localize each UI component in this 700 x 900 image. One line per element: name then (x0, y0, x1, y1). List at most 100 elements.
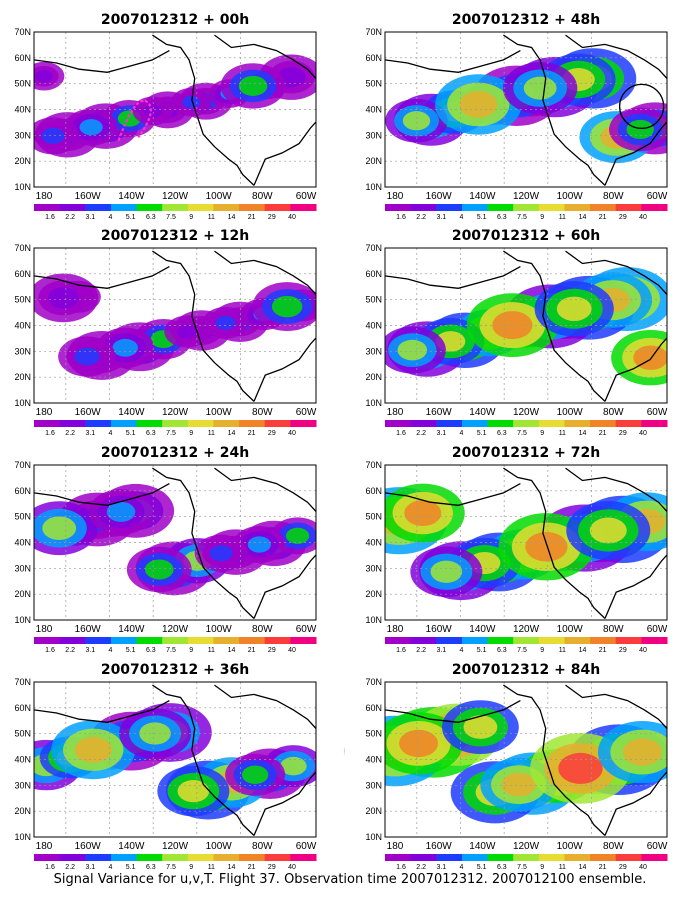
scale-tick-label: 40 (288, 647, 296, 654)
scale-swatch (85, 420, 112, 427)
coastline (384, 50, 521, 73)
scale-swatch (34, 420, 61, 427)
scale-tick-label: 3.1 (436, 214, 446, 221)
scale-tick-label: 2.2 (416, 430, 426, 437)
lat-tick-label: 60N (14, 53, 31, 63)
coastline (384, 700, 521, 723)
scale-tick-label: 1.6 (396, 214, 406, 221)
variance-blob (626, 119, 654, 140)
lon-tick-label: 160W (426, 624, 453, 635)
lat-tick-label: 30N (14, 780, 31, 790)
lon-tick-label: 120W (513, 191, 540, 202)
scale-swatch (136, 637, 163, 644)
scale-swatch (136, 420, 163, 427)
scale-tick-label: 14 (579, 864, 587, 871)
scale-swatch (187, 204, 214, 211)
lat-tick-label: 40N (365, 755, 382, 765)
lat-tick-label: 70N (14, 27, 31, 37)
scale-swatch (213, 854, 240, 861)
lon-tick-label: 120W (162, 841, 189, 852)
scale-tick-label: 3.1 (85, 647, 95, 654)
scale-tick-label: 6.3 (146, 864, 156, 871)
lon-tick-label: 160W (426, 191, 453, 202)
scale-tick-label: 7.5 (517, 214, 527, 221)
scale-swatch (85, 637, 112, 644)
lat-tick-label: 70N (365, 243, 382, 253)
scale-swatch (461, 204, 489, 211)
variance-blob (42, 516, 77, 540)
scale-tick-label: 21 (248, 214, 256, 221)
scale-swatch (487, 637, 514, 644)
variance-blob (41, 127, 65, 144)
scale-tick-label: 1.6 (45, 430, 55, 437)
scale-swatch (264, 854, 291, 861)
scale-tick-label: 9 (540, 430, 544, 437)
scale-swatch (538, 637, 565, 644)
scale-swatch (264, 637, 291, 644)
scale-tick-label: 9 (189, 214, 193, 221)
lon-tick-label: 100W (557, 624, 584, 635)
map-frame (33, 31, 317, 188)
coastline (565, 34, 668, 79)
margin-mask (667, 681, 700, 838)
scale-swatch (264, 420, 291, 427)
lat-tick-label: 50N (14, 729, 31, 739)
scale-swatch (513, 854, 540, 861)
scale-tick-label: 11 (208, 647, 215, 654)
scale-swatch (461, 854, 489, 861)
scale-tick-label: 1.6 (45, 647, 55, 654)
scale-tick-label: 40 (288, 864, 296, 871)
lat-tick-label: 40N (14, 105, 31, 115)
lon-tick-label: 120W (162, 191, 189, 202)
scale-tick-label: 21 (599, 647, 607, 654)
scale-tick-label: 3.1 (436, 647, 446, 654)
lon-tick-label: 140W (469, 407, 496, 418)
coastline (253, 121, 317, 186)
coastline (604, 337, 668, 402)
scale-swatch (162, 420, 189, 427)
scale-tick-label: 7.5 (166, 214, 176, 221)
scale-tick-label: 4 (109, 430, 113, 437)
scale-swatch (538, 204, 565, 211)
scale-tick-label: 4 (109, 864, 113, 871)
scale-tick-label: 40 (639, 430, 647, 437)
coastline (253, 771, 317, 836)
coastline (503, 467, 606, 619)
scale-swatch (187, 637, 214, 644)
scale-tick-label: 5.1 (477, 430, 487, 437)
panel-title: 2007012312 + 72h (452, 445, 600, 461)
scale-swatch (110, 420, 138, 427)
scale-swatch (410, 420, 437, 427)
scale-tick-label: 14 (228, 214, 236, 221)
coastline (33, 266, 170, 289)
scale-swatch (34, 204, 61, 211)
color-scale-bar: 1.6 2.2 3.1 4 5.1 6.3 7.5 9 11 14 21 29 40 (385, 420, 668, 437)
lon-tick-label: 140W (118, 407, 145, 418)
scale-swatch (239, 204, 266, 211)
scale-swatch (410, 854, 437, 861)
lon-tick-label: 100W (557, 841, 584, 852)
lon-tick-label: 100W (206, 191, 233, 202)
map-frame (33, 681, 317, 838)
map-frame (384, 31, 668, 188)
variance-blob (558, 752, 603, 784)
scale-tick-label: 29 (619, 647, 627, 654)
scale-swatch (59, 204, 86, 211)
lon-tick-label: 140W (469, 841, 496, 852)
coastline (565, 467, 668, 512)
lon-tick-label: 160W (75, 841, 102, 852)
scale-tick-label: 5.1 (126, 864, 136, 871)
lat-tick-label: 50N (14, 512, 31, 522)
color-scale-bar: 1.6 2.2 3.1 4 5.1 6.3 7.5 9 11 14 21 29 40 (385, 204, 668, 221)
scale-swatch (615, 420, 642, 427)
coastline (384, 266, 521, 289)
scale-swatch (436, 204, 463, 211)
lat-tick-label: 20N (14, 806, 31, 816)
scale-swatch (290, 420, 317, 427)
lat-tick-label: 30N (365, 346, 382, 356)
lat-tick-label: 60N (365, 703, 382, 713)
lon-tick-label: 160W (426, 841, 453, 852)
variance-blob (622, 738, 662, 766)
scale-tick-label: 11 (559, 647, 566, 654)
scale-tick-label: 6.3 (497, 214, 507, 221)
